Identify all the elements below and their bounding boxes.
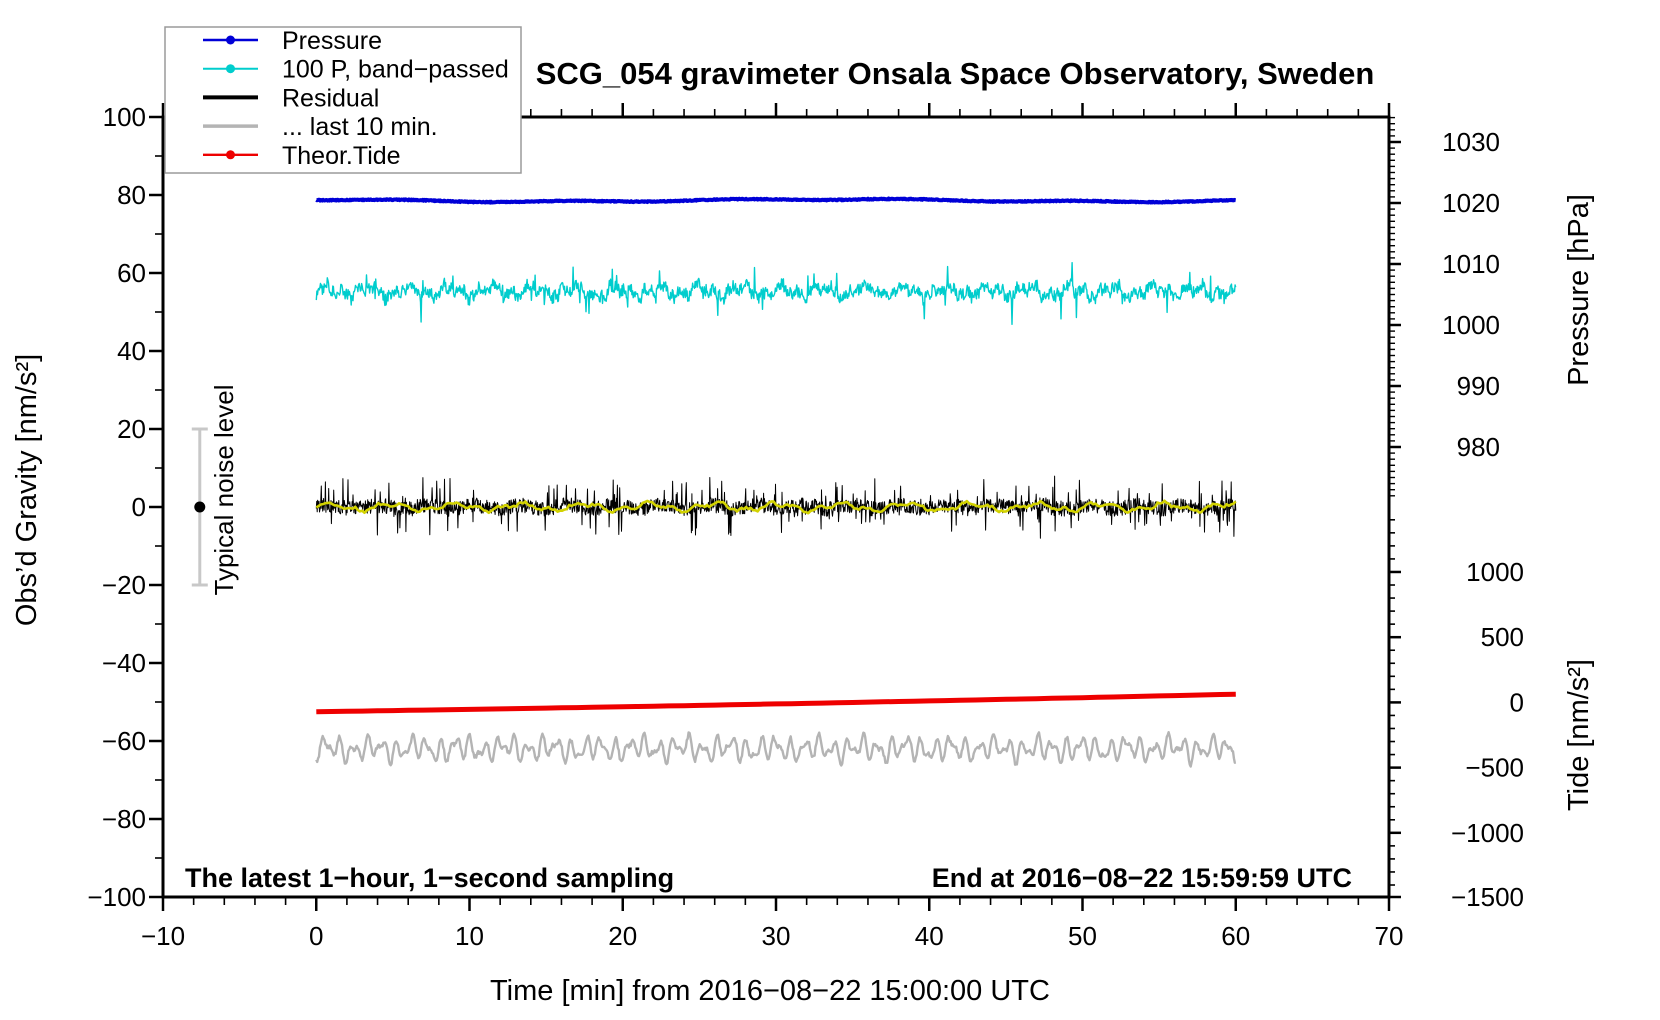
legend-label: Theor.Tide xyxy=(282,142,401,170)
y-left-tick-label: −40 xyxy=(102,648,146,678)
data-series xyxy=(315,196,1237,768)
y-left-tick-label: −80 xyxy=(102,804,146,834)
x-tick-label: 50 xyxy=(1068,921,1097,951)
noise-level-bar xyxy=(191,427,208,587)
legend-item: 100 P, band−passed xyxy=(203,56,509,84)
x-tick-label: −10 xyxy=(141,921,185,951)
pressure-axis-title: Pressure [hPa] xyxy=(1563,194,1595,386)
pressure-tick-label: 1020 xyxy=(1442,188,1500,218)
tide-tick-label: −500 xyxy=(1465,753,1524,783)
legend-label: ... last 10 min. xyxy=(282,113,438,141)
tide-axis-title: Tide [nm/s²] xyxy=(1563,659,1595,811)
y-left-axis-title: Obs’d Gravity [nm/s²] xyxy=(11,354,43,626)
legend-label: 100 P, band−passed xyxy=(282,56,509,84)
tide-tick-label: −1000 xyxy=(1451,818,1524,848)
pressure-series xyxy=(315,196,1237,205)
y-left-tick-label: −100 xyxy=(87,882,146,912)
legend-label: Pressure xyxy=(282,27,382,55)
tide-tick-label: −1500 xyxy=(1451,882,1524,912)
pressure-tick-label: 990 xyxy=(1457,371,1500,401)
y-left-tick-label: 0 xyxy=(132,492,146,522)
pressure-tick-label: 980 xyxy=(1457,432,1500,462)
axis-ticks: −10 0 10 20 30 40 50 60 70100806040200−20−40−60−… xyxy=(87,102,1524,951)
y-left-tick-label: 80 xyxy=(117,180,146,210)
x-tick-label: 60 xyxy=(1221,921,1250,951)
legend-label: Residual xyxy=(282,84,379,112)
residual-last-10-min-series xyxy=(315,731,1237,768)
y-left-tick-label: 60 xyxy=(117,258,146,288)
legend-item: Pressure xyxy=(203,27,382,55)
y-left-tick-label: 40 xyxy=(117,336,146,366)
x-tick-label: 10 xyxy=(455,921,484,951)
legend-frame xyxy=(164,26,522,174)
legend-item: Residual xyxy=(203,84,379,112)
y-left-tick-label: 100 xyxy=(103,102,146,132)
chart-title: SCG_054 gravimeter Onsala Space Observat… xyxy=(536,56,1375,91)
x-tick-label: 70 xyxy=(1375,921,1404,951)
x-tick-label: 30 xyxy=(762,921,791,951)
legend-dot-marker xyxy=(226,35,235,45)
end-time-note: End at 2016−08−22 15:59:59 UTC xyxy=(932,863,1352,893)
x-tick-label: 40 xyxy=(915,921,944,951)
sampling-note: The latest 1−hour, 1−second sampling xyxy=(185,863,674,893)
residual-series xyxy=(315,475,1237,539)
tide-tick-label: 0 xyxy=(1510,687,1524,717)
pressure-tick-label: 1010 xyxy=(1442,249,1500,279)
pressure-tick-label: 1030 xyxy=(1442,127,1500,157)
noise-bar-dot xyxy=(194,501,206,513)
y-left-tick-label: −20 xyxy=(102,570,146,600)
legend-dot-marker xyxy=(226,64,235,74)
residual-smoothed-series xyxy=(315,499,1237,515)
x-axis-title: Time [min] from 2016−08−22 15:00:00 UTC xyxy=(490,975,1050,1007)
tide-tick-label: 500 xyxy=(1481,622,1524,652)
pressure-tick-label: 1000 xyxy=(1442,310,1500,340)
legend-dot-marker xyxy=(226,150,235,160)
bandpassed-pressure-series xyxy=(315,262,1237,325)
noise-bar-label: Typical noise level xyxy=(209,385,239,596)
x-tick-label: 0 xyxy=(309,921,323,951)
x-tick-label: 20 xyxy=(608,921,637,951)
theoretical-tide-series xyxy=(316,691,1236,715)
y-left-tick-label: 20 xyxy=(117,414,146,444)
y-left-tick-label: −60 xyxy=(102,726,146,756)
legend-item: ... last 10 min. xyxy=(203,113,438,141)
tide-tick-label: 1000 xyxy=(1466,557,1524,587)
legend-item: Theor.Tide xyxy=(203,142,401,170)
